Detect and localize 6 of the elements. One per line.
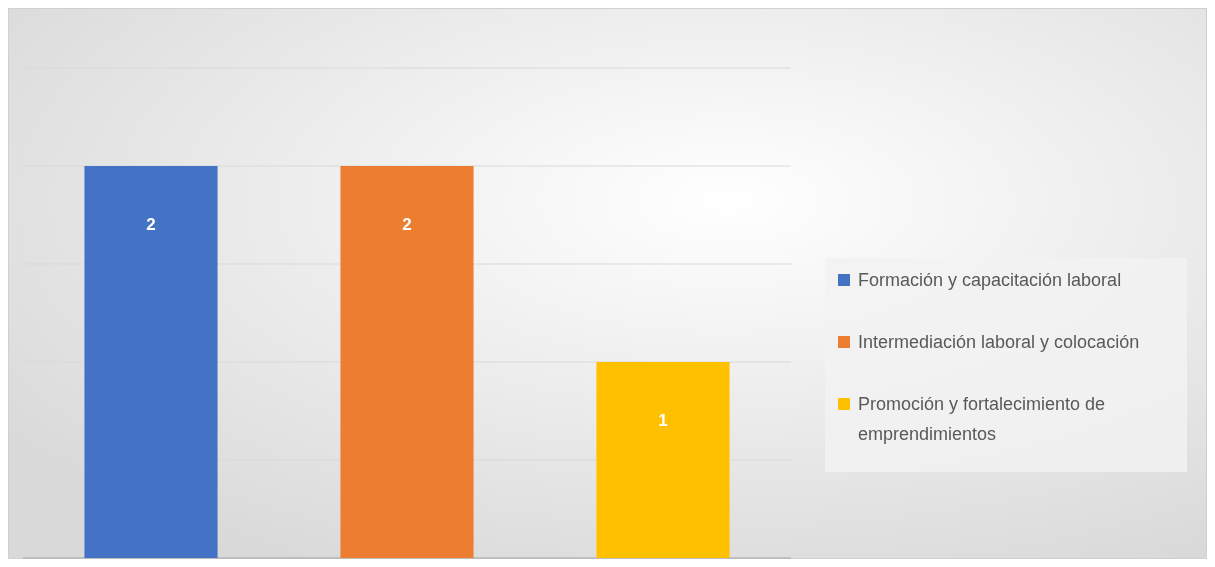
legend-label: Intermediación laboral y colocación (858, 332, 1140, 352)
data-label: 2 (146, 215, 156, 235)
legend-label: Promoción y fortalecimiento de emprendimientos (858, 394, 1106, 444)
data-label: 2 (402, 215, 412, 235)
legend-label: Formación y capacitación laboral (858, 270, 1122, 290)
data-label: 1 (658, 411, 668, 431)
